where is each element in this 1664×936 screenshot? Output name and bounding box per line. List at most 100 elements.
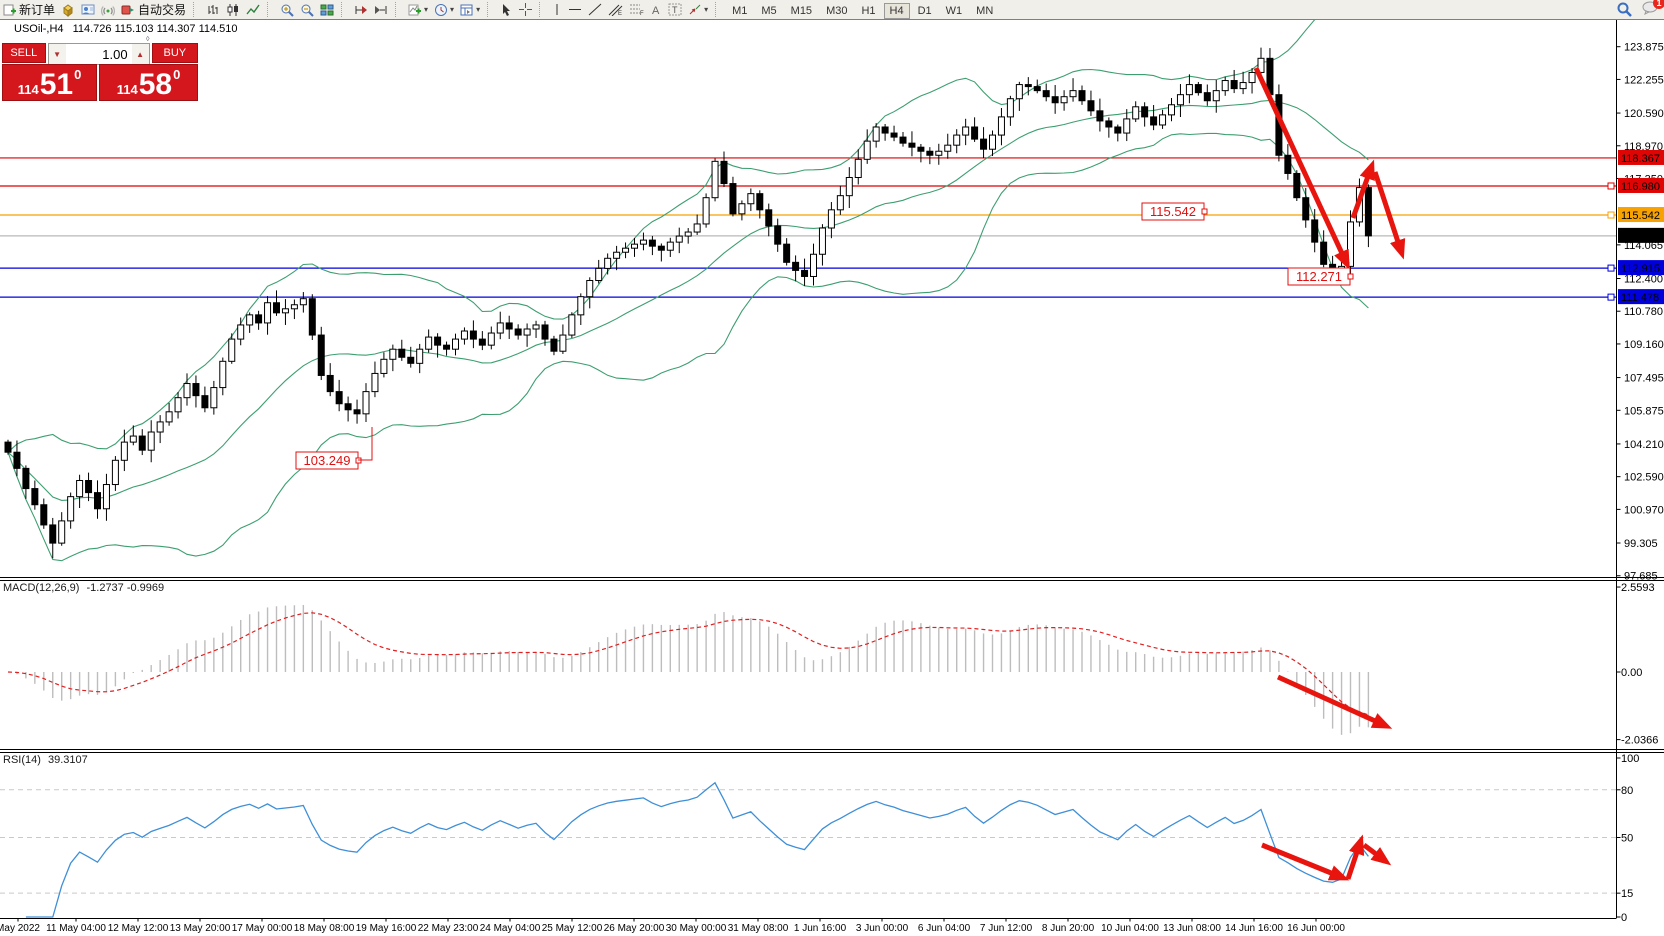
tf-button-m15[interactable]: M15 (790, 4, 813, 17)
text-tool-button[interactable]: A (647, 1, 665, 18)
candle-body (434, 336, 442, 346)
candle-body (908, 142, 916, 148)
channel-tool-button[interactable]: E (605, 1, 626, 18)
periods-button[interactable]: ▾ (431, 1, 457, 18)
toolbar-separator (193, 2, 200, 17)
ask-price-button[interactable]: 114 58 0 (99, 64, 198, 101)
autotrade-icon (121, 5, 135, 14)
gold-cube-icon (63, 3, 73, 17)
trend-arrow[interactable] (1350, 159, 1375, 219)
bar-chart-button[interactable] (203, 1, 223, 18)
ask-price-head: 114 (116, 82, 138, 97)
autotrading-button[interactable]: 自动交易 (118, 1, 189, 18)
bid-price-big: 51 (39, 68, 74, 101)
candle-body (827, 209, 835, 229)
candle-body (648, 239, 656, 247)
signals-button[interactable] (98, 1, 118, 18)
bid-price-button[interactable]: 114 51 0 (2, 64, 98, 101)
candle-body (31, 488, 39, 506)
volume-value[interactable]: 1.00 (65, 44, 132, 64)
annotation-handle[interactable] (1347, 273, 1354, 280)
new-order-button[interactable]: 新订单 (0, 1, 58, 18)
candlestick-chart-button[interactable] (223, 1, 243, 18)
line-chart-button[interactable] (243, 1, 263, 18)
rsi-tick-label: 80 (1621, 785, 1633, 797)
candle-body (317, 334, 325, 376)
candle-body (792, 261, 800, 271)
tf-button-m5[interactable]: M5 (761, 4, 777, 17)
trend-arrow[interactable] (1276, 674, 1393, 729)
tile-windows-button[interactable] (317, 1, 337, 18)
volume-spinner: ▼ 1.00 ▲ (47, 43, 150, 65)
hline-handle[interactable] (1607, 293, 1615, 301)
tf-button-w1[interactable]: W1 (945, 4, 963, 17)
crosshair-tool-button[interactable] (516, 1, 535, 18)
text-label-tool-button[interactable]: T (665, 1, 685, 18)
candle-body (1311, 219, 1319, 243)
price-line-badge-text: 111.478 (1621, 292, 1659, 304)
trend-arrow[interactable] (1345, 834, 1365, 880)
hline-handle[interactable] (1607, 264, 1615, 272)
cursor-tool-button[interactable] (497, 1, 516, 18)
volume-decrease-button[interactable]: ▼ (48, 44, 66, 64)
trend-arrow[interactable] (1362, 843, 1392, 866)
tf-button-m30[interactable]: M30 (826, 4, 848, 17)
price-tick-label: 120.590 (1624, 108, 1664, 120)
price-line-badge (1618, 207, 1664, 223)
chart-shift-button[interactable] (371, 1, 391, 18)
hline-tool-button[interactable] (565, 1, 585, 18)
candle-body (1293, 172, 1301, 199)
trend-arrow[interactable] (1253, 66, 1350, 271)
fibonacci-tool-button[interactable]: F (626, 1, 647, 18)
candle-body (720, 160, 728, 185)
ask-price-big: 58 (138, 68, 173, 101)
auto-scroll-button[interactable] (351, 1, 371, 18)
tf-button-m1[interactable]: M1 (732, 4, 748, 17)
tf-button-d1[interactable]: D1 (917, 4, 932, 17)
candle-body (67, 496, 75, 522)
price-tick-label: 99.305 (1624, 538, 1658, 550)
chat-button[interactable]: 1 (1642, 0, 1664, 18)
tf-button-h1[interactable]: H1 (861, 4, 876, 17)
volume-increase-button[interactable]: ▲ (131, 44, 149, 64)
candle-body (1024, 84, 1032, 88)
price-line-badge (1618, 260, 1664, 276)
annotation-handle[interactable] (1201, 208, 1208, 215)
templates-button[interactable]: ▾ (457, 1, 483, 18)
candle-body (613, 251, 621, 259)
tf-button-mn[interactable]: MN (976, 4, 994, 17)
trendline-tool-button[interactable] (585, 1, 605, 18)
ohlc-values: 114.726 115.103 114.307 114.510 (72, 23, 238, 35)
indicators-button[interactable]: ▾ (405, 1, 431, 18)
sell-button[interactable]: SELL (2, 43, 46, 63)
candle-body (389, 348, 397, 360)
price-annotation-text: 115.542 (1150, 204, 1196, 219)
toolbar-right-group: 1 (1617, 0, 1664, 18)
tf-button-h4[interactable]: H4 (883, 2, 910, 19)
candle-body (801, 269, 809, 277)
candle-body (604, 257, 612, 269)
candle-body (523, 328, 531, 336)
trend-arrow[interactable] (1372, 171, 1406, 260)
market-watch-button[interactable] (58, 1, 78, 18)
time-tick-label: 11 May 04:00 (46, 923, 106, 934)
arrows-tool-button[interactable]: ▾ (685, 1, 711, 18)
zoom-in-button[interactable] (277, 1, 297, 18)
search-icon[interactable] (1617, 2, 1632, 17)
hline-handle[interactable] (1607, 211, 1615, 219)
trend-arrow[interactable] (1261, 842, 1350, 881)
svg-text:E: E (618, 11, 622, 16)
line-chart-icon (246, 4, 260, 14)
buy-button[interactable]: BUY (151, 43, 198, 63)
toolbar-separator (395, 2, 402, 17)
hline-handle[interactable] (1607, 182, 1615, 190)
candle-body (416, 348, 424, 364)
time-tick-label: 8 Jun 20:00 (1042, 923, 1095, 934)
panel-toggle-icon[interactable]: ◊ (146, 36, 150, 43)
zoom-out-button[interactable] (297, 1, 317, 18)
accounts-button[interactable] (78, 1, 98, 18)
candle-body (102, 484, 110, 510)
candle-body (559, 334, 567, 352)
vline-tool-button[interactable] (549, 1, 565, 18)
